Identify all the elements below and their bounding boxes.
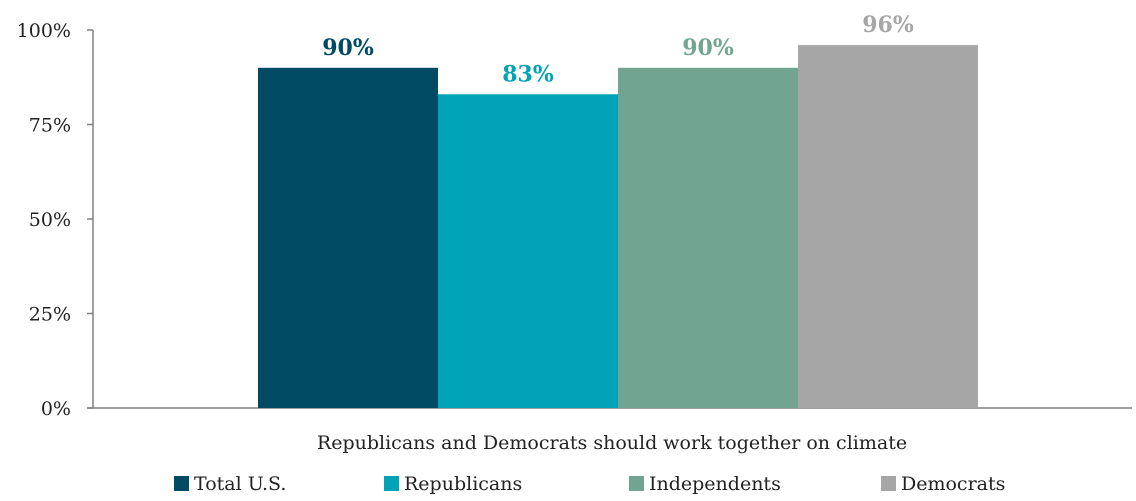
legend-swatch	[384, 476, 399, 491]
legend-swatch	[174, 476, 189, 491]
y-tick-label: 100%	[17, 20, 71, 42]
legend-label: Independents	[649, 473, 781, 495]
category-label: Republicans and Democrats should work to…	[317, 432, 907, 454]
data-labels: 90% 83% 90% 96%	[322, 12, 914, 87]
y-tick-label: 0%	[41, 398, 71, 420]
legend-label: Republicans	[404, 473, 522, 495]
bar-total-u-s	[258, 67, 438, 409]
legend: Total U.S. Republicans Independents Democra…	[174, 473, 1005, 495]
category-labels: Republicans and Democrats should work to…	[317, 432, 907, 454]
legend-item: Democrats	[881, 473, 1005, 495]
bar-republicans	[438, 94, 618, 408]
legend-label: Democrats	[901, 473, 1005, 495]
legend-swatch	[881, 476, 896, 491]
y-tick-label: 25%	[29, 304, 71, 326]
data-label: 90%	[322, 35, 374, 61]
data-label: 83%	[502, 61, 554, 87]
y-tick-label: 50%	[29, 209, 71, 231]
bar-democrats	[798, 45, 978, 409]
legend-label: Total U.S.	[194, 473, 286, 495]
bar-independents	[618, 67, 798, 409]
bars	[258, 45, 978, 409]
y-tick-label: 75%	[29, 115, 71, 137]
data-label: 90%	[682, 35, 734, 61]
legend-item: Total U.S.	[174, 473, 286, 495]
legend-swatch	[629, 476, 644, 491]
legend-item: Republicans	[384, 473, 522, 495]
legend-item: Independents	[629, 473, 781, 495]
data-label: 96%	[862, 12, 914, 38]
